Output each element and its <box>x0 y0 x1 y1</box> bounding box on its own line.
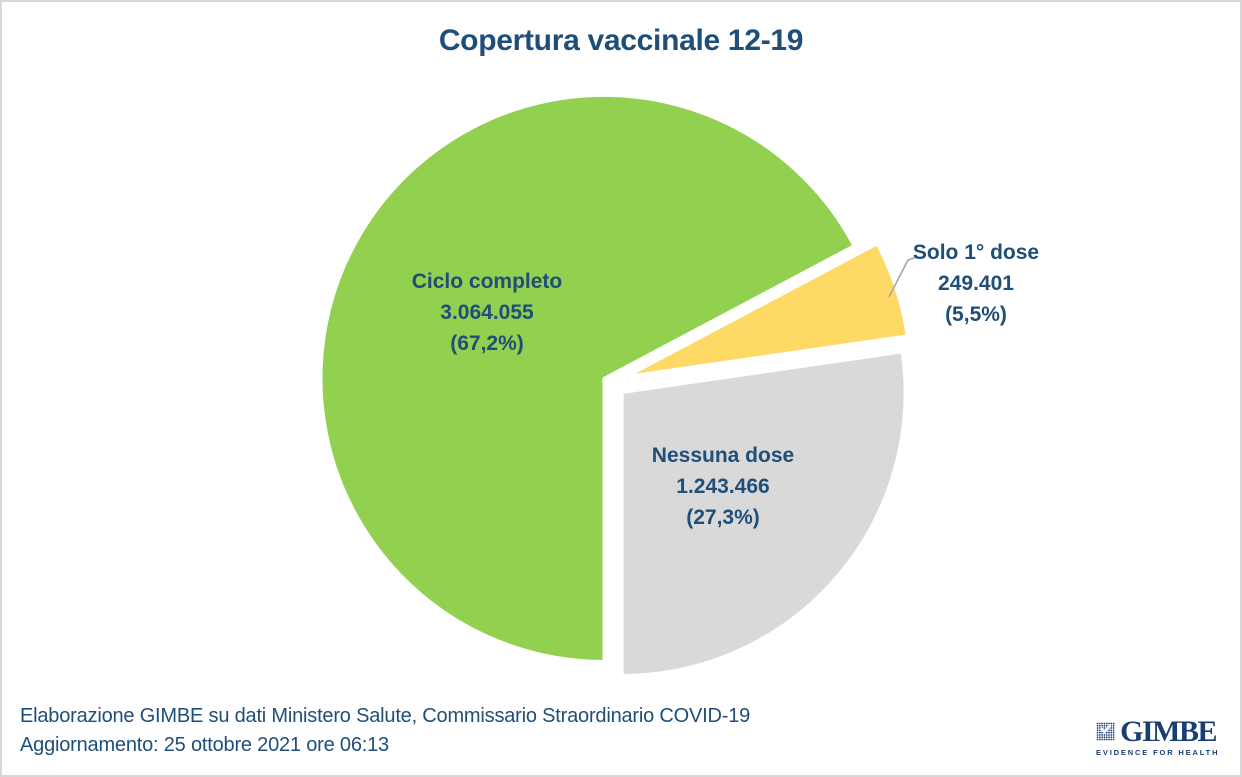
logo-dot <box>1110 736 1113 739</box>
logo-dot <box>1101 731 1104 734</box>
logo-dot <box>1098 731 1101 734</box>
logo-dot <box>1108 722 1110 725</box>
logo-dot <box>1103 722 1106 725</box>
logo-dot <box>1110 727 1113 729</box>
logo-dot <box>1108 736 1110 739</box>
logo-dot <box>1112 736 1115 739</box>
slice-percent: (5,5%) <box>945 303 1007 326</box>
slice-name: Ciclo completo <box>411 270 563 293</box>
logo-dot <box>1096 738 1099 741</box>
logo-dot <box>1105 736 1108 739</box>
footer-source-line: Elaborazione GIMBE su dati Ministero Sal… <box>20 705 751 727</box>
logo-dot <box>1103 734 1106 736</box>
logo-dot <box>1105 731 1108 734</box>
logo-dot <box>1112 738 1115 741</box>
footer-update-line: Aggiornamento: 25 ottobre 2021 ore 06:13 <box>20 734 389 756</box>
logo-dot <box>1112 734 1115 736</box>
logo-dot <box>1096 731 1099 734</box>
chart-title: Copertura vaccinale 12-19 <box>438 24 804 57</box>
logo-dot <box>1096 734 1099 736</box>
slice-value: 3.064.055 <box>440 301 534 324</box>
logo-dot <box>1103 724 1106 727</box>
logo-dot <box>1098 722 1101 725</box>
logo-dot <box>1103 727 1106 729</box>
slice-label-solo-1-dose: Solo 1° dose 249.401 (5,5%) <box>856 237 1096 330</box>
logo-dot <box>1101 722 1104 725</box>
logo-dot <box>1112 724 1115 727</box>
logo-dot <box>1110 722 1113 725</box>
logo-tagline: EVIDENCE FOR HEALTH <box>1096 748 1220 757</box>
pie-slice-ciclo-completo <box>319 93 856 663</box>
slice-percent: (27,3%) <box>686 506 760 529</box>
logo-dot <box>1101 736 1104 739</box>
gimbe-dots-check-icon <box>1096 722 1115 741</box>
logo-dot <box>1098 736 1101 739</box>
slice-value: 249.401 <box>938 272 1014 295</box>
logo-checkmark <box>1099 724 1112 734</box>
logo-dot <box>1098 734 1101 736</box>
logo-dot <box>1105 738 1108 741</box>
logo-dot <box>1096 724 1099 727</box>
logo-dot <box>1105 724 1108 727</box>
logo-dot <box>1110 738 1113 741</box>
pie-slice-solo-1-dose <box>625 242 909 378</box>
logo-dot <box>1108 738 1110 741</box>
logo-dot <box>1108 731 1110 734</box>
logo-dot <box>1096 729 1099 732</box>
logo-dot <box>1105 722 1108 725</box>
logo-dot <box>1096 736 1099 739</box>
logo-dot <box>1101 738 1104 741</box>
logo-dot <box>1103 738 1106 741</box>
logo-wordmark: GIMBE <box>1120 715 1217 748</box>
logo-dot <box>1101 734 1104 736</box>
logo-dot <box>1112 727 1115 729</box>
logo-dot <box>1101 724 1104 727</box>
slice-percent: (67,2%) <box>450 332 524 355</box>
logo-dot <box>1110 734 1113 736</box>
logo-dot <box>1112 722 1115 725</box>
logo-dot <box>1112 731 1115 734</box>
gimbe-logo: GIMBE EVIDENCE FOR HEALTH <box>1096 715 1220 758</box>
slice-label-ciclo-completo: Ciclo completo 3.064.055 (67,2%) <box>367 266 607 359</box>
logo-dot <box>1098 729 1101 732</box>
footer: Elaborazione GIMBE su dati Ministero Sal… <box>20 702 750 760</box>
logo-dot <box>1105 734 1108 736</box>
pie-slice-nessuna-dose <box>620 350 907 677</box>
logo-dot <box>1098 724 1101 727</box>
logo-dot <box>1098 738 1101 741</box>
logo-dot <box>1110 729 1113 732</box>
slice-name: Solo 1° dose <box>912 241 1040 264</box>
leader-line <box>888 256 918 298</box>
slice-value: 1.243.466 <box>676 475 770 498</box>
logo-dot <box>1112 729 1115 732</box>
logo-dot <box>1110 731 1113 734</box>
logo-dot <box>1103 736 1106 739</box>
slice-name: Nessuna dose <box>651 444 795 467</box>
logo-dot <box>1108 729 1110 732</box>
logo-dot <box>1108 734 1110 736</box>
logo-dot <box>1096 727 1099 729</box>
slice-label-nessuna-dose: Nessuna dose 1.243.466 (27,3%) <box>603 440 843 533</box>
logo-dot <box>1096 722 1099 725</box>
